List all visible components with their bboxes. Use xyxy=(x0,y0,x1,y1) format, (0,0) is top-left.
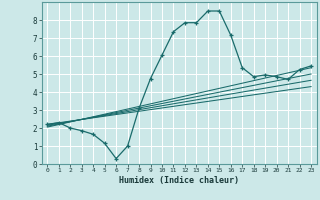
X-axis label: Humidex (Indice chaleur): Humidex (Indice chaleur) xyxy=(119,176,239,185)
